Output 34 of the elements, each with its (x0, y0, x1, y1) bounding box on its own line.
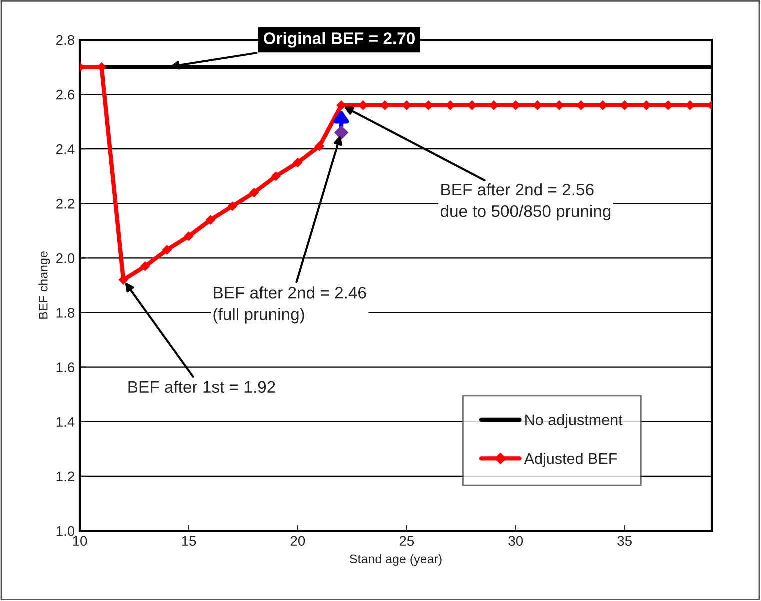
y-tick-label: 2.6 (56, 90, 75, 100)
y-tick-label: 2.0 (56, 254, 75, 264)
legend-label: Adjusted BEF (524, 452, 618, 468)
y-tick-label: 1.6 (56, 362, 75, 373)
legend-label: No adjustment (526, 414, 623, 429)
y-tick-label: 1.2 (56, 472, 74, 482)
x-tick-label: 10 (73, 536, 88, 546)
y-tick-label: 1.8 (56, 308, 75, 318)
annotation: BEF after 1st = 1.92 (128, 380, 276, 394)
point (206, 215, 216, 225)
x-tick-label: 20 (290, 536, 306, 546)
point (249, 188, 260, 198)
point (314, 141, 325, 152)
point (293, 158, 303, 168)
y-tick-label: 1.4 (56, 417, 75, 427)
point (271, 171, 282, 182)
point (140, 261, 150, 272)
y-axis-title: BEF change (38, 252, 50, 319)
point (162, 245, 172, 255)
annotation: BEF after 2nd = 2.46 (full pruning) (214, 286, 366, 324)
annotation: BEF after 2nd = 2.56 due to 500/850 pruning (440, 183, 611, 221)
x-tick-label: 25 (400, 536, 414, 546)
point (228, 201, 238, 212)
x-tick-label: 30 (508, 536, 524, 546)
x-tick-label: 35 (618, 536, 632, 546)
point (184, 231, 194, 242)
y-tick-label: 2.2 (56, 199, 74, 209)
y-tick-label: 2.4 (56, 144, 75, 154)
x-tick-label: 15 (182, 536, 196, 546)
point (334, 126, 348, 140)
x-axis-title: Stand age (year) (350, 554, 442, 566)
y-tick-label: 2.8 (56, 35, 75, 46)
y-tick-label: 1.0 (56, 526, 75, 536)
annotation: Original BEF = 2.70 (264, 32, 415, 48)
